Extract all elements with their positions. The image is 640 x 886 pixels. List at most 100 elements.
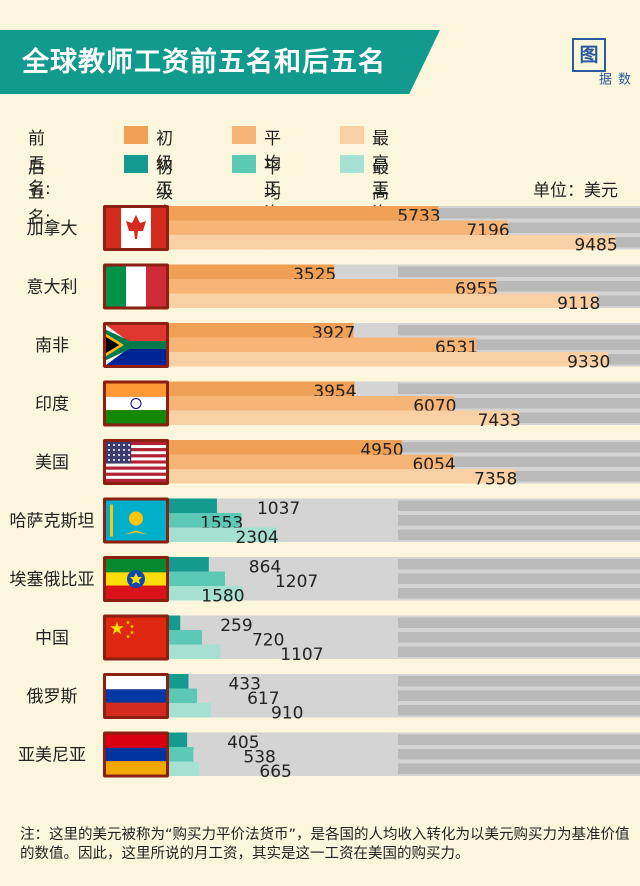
value-label-7-1: 720 bbox=[252, 631, 284, 651]
bar-6-1 bbox=[168, 571, 225, 586]
ethiopia-flag bbox=[106, 559, 166, 599]
bar-5-2 bbox=[168, 527, 277, 542]
value-label-5-2: 2304 bbox=[235, 528, 278, 548]
bar-8-2 bbox=[168, 703, 211, 718]
country-label-9: 亚美尼亚 bbox=[18, 746, 86, 766]
armenia-flag bbox=[106, 734, 166, 775]
value-label-8-2: 910 bbox=[271, 704, 303, 724]
country-label-5: 哈萨克斯坦 bbox=[10, 512, 95, 532]
value-label-6-1: 1207 bbox=[275, 572, 318, 592]
bar-5-0 bbox=[168, 498, 217, 513]
track-shade-5-1 bbox=[398, 515, 640, 526]
bar-1-0 bbox=[168, 264, 335, 279]
value-label-6-0: 864 bbox=[249, 558, 281, 578]
track-shade-5-0 bbox=[398, 500, 640, 511]
legend-bottom-label: 后五名: bbox=[28, 158, 51, 228]
title-banner bbox=[0, 30, 440, 94]
china-flag bbox=[106, 617, 166, 658]
track-shade-7-2 bbox=[398, 646, 640, 657]
value-label-0-2: 9485 bbox=[574, 236, 617, 256]
track-shade-9-0 bbox=[398, 734, 640, 745]
bar-5-1 bbox=[168, 513, 242, 528]
track-shade-6-1 bbox=[398, 573, 640, 584]
country-label-4: 美国 bbox=[35, 453, 69, 473]
bar-0-2 bbox=[168, 235, 616, 250]
value-label-6-2: 1580 bbox=[201, 587, 244, 607]
bar-4-2 bbox=[168, 469, 516, 484]
track-shade-3-1 bbox=[398, 398, 640, 409]
bar-3-0 bbox=[168, 381, 355, 396]
track-shade-3-2 bbox=[398, 412, 640, 423]
bar-0-0 bbox=[168, 206, 439, 221]
bar-7-2 bbox=[168, 644, 221, 659]
bar-4-1 bbox=[168, 454, 454, 469]
canada-flag bbox=[106, 208, 166, 248]
bar-2-1 bbox=[168, 337, 477, 352]
bar-7-0 bbox=[168, 615, 181, 630]
logo-mark: 图 bbox=[572, 38, 606, 72]
track-shade-6-0 bbox=[398, 559, 640, 570]
legend-top-swatch-2 bbox=[232, 126, 256, 144]
legend-top-swatch-1 bbox=[124, 126, 148, 144]
value-label-9-1: 538 bbox=[243, 748, 275, 768]
value-label-9-2: 665 bbox=[259, 762, 291, 782]
country-label-2: 南非 bbox=[35, 336, 69, 356]
track-shade-9-1 bbox=[398, 749, 640, 760]
italy-flag bbox=[106, 266, 166, 307]
track-shade-2-1 bbox=[398, 339, 640, 350]
track-shade-1-1 bbox=[398, 281, 640, 292]
bar-8-1 bbox=[168, 688, 198, 703]
track-shade-7-1 bbox=[398, 632, 640, 643]
legend-top-swatch-3 bbox=[340, 126, 364, 144]
unit-label: 单位：美元 bbox=[533, 181, 618, 201]
value-label-8-0: 433 bbox=[228, 675, 260, 695]
country-label-7: 中国 bbox=[35, 629, 69, 649]
bar-8-0 bbox=[168, 674, 189, 689]
logo: 图 数据 bbox=[572, 38, 630, 96]
bar-2-2 bbox=[168, 352, 609, 367]
legend-bottom-swatch-1 bbox=[124, 155, 148, 173]
bar-3-2 bbox=[168, 410, 519, 425]
track-shade-4-1 bbox=[398, 456, 640, 467]
country-label-8: 俄罗斯 bbox=[27, 687, 78, 707]
legend-top-label: 前五名: bbox=[28, 129, 51, 199]
bar-9-2 bbox=[168, 761, 200, 776]
chart-title: 全球教师工资前五名和后五名 bbox=[22, 47, 386, 78]
value-label-4-2: 7358 bbox=[474, 470, 517, 490]
bar-0-1 bbox=[168, 220, 508, 235]
russia-flag bbox=[106, 676, 166, 716]
track-shade-2-0 bbox=[398, 325, 640, 336]
india-flag bbox=[106, 383, 166, 424]
bar-9-0 bbox=[168, 732, 188, 747]
value-label-8-1: 617 bbox=[247, 689, 279, 709]
track-shade-8-1 bbox=[398, 690, 640, 701]
value-label-7-2: 1107 bbox=[280, 645, 323, 665]
track-shade-8-2 bbox=[398, 705, 640, 716]
track-shade-4-2 bbox=[398, 471, 640, 482]
legend-bottom-swatch-2 bbox=[232, 155, 256, 173]
chart: 573371969485加拿大352569559118意大利3927653193… bbox=[10, 205, 640, 782]
track-shade-0-1 bbox=[398, 222, 640, 233]
legend-bottom-swatch-3 bbox=[340, 155, 364, 173]
track-shade-4-0 bbox=[398, 442, 640, 453]
country-label-1: 意大利 bbox=[27, 278, 78, 298]
value-label-9-0: 405 bbox=[227, 733, 259, 753]
footnote: 注：这里的美元被称为“购买力平价法货币”，是各国的人均收入转化为以美元购买力为基… bbox=[20, 827, 630, 862]
logo-sub: 数据 bbox=[596, 72, 630, 85]
country-label-0: 加拿大 bbox=[27, 218, 78, 239]
bar-4-0 bbox=[168, 440, 402, 455]
usa-flag bbox=[106, 442, 166, 482]
track-shade-5-2 bbox=[398, 529, 640, 540]
bar-7-1 bbox=[168, 630, 202, 645]
bar-6-2 bbox=[168, 586, 243, 601]
country-label-6: 埃塞俄比亚 bbox=[10, 570, 95, 590]
bar-3-1 bbox=[168, 396, 455, 411]
bar-6-0 bbox=[168, 557, 209, 572]
value-label-5-0: 1037 bbox=[257, 499, 300, 519]
south-africa-flag bbox=[106, 325, 166, 365]
value-label-3-2: 7433 bbox=[478, 411, 521, 431]
value-label-2-2: 9330 bbox=[567, 353, 610, 373]
bar-9-1 bbox=[168, 747, 194, 762]
bar-2-0 bbox=[168, 323, 354, 338]
kazakhstan-flag bbox=[106, 500, 166, 541]
